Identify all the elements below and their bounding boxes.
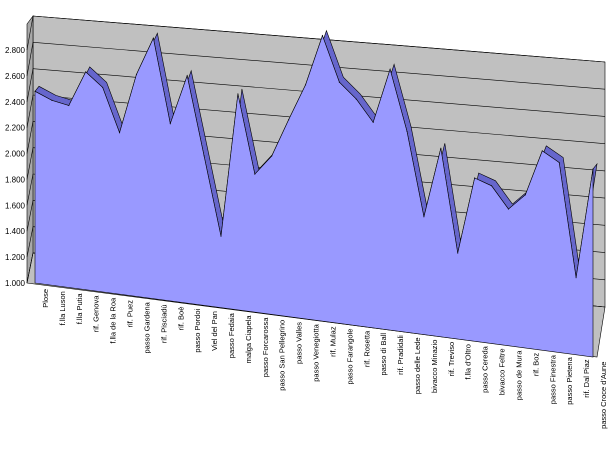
data-point-7 <box>135 73 138 76</box>
y-tick-label: 1.000 <box>5 279 26 288</box>
data-point-20 <box>355 98 357 100</box>
data-point-12 <box>220 235 222 237</box>
data-point-11 <box>203 155 205 157</box>
y-tick-label: 2.800 <box>5 46 26 55</box>
y-tick-label: 1.600 <box>5 201 26 210</box>
x-tick-label: passo Pietena <box>565 356 574 404</box>
gridline-side <box>26 173 34 206</box>
x-tick-label: f.lla Luson <box>58 291 67 325</box>
data-point-14 <box>254 173 256 175</box>
x-tick-label: malga Ciapela <box>244 315 253 364</box>
data-point-29 <box>507 208 510 210</box>
gridline-side <box>26 226 34 258</box>
y-axis-ticks: 1.000 1.200 1.400 1.600 1.800 2.000 2.200 2.400… <box>5 46 26 288</box>
y-tick-label: 1.800 <box>5 175 26 184</box>
x-tick-label: passo Gardena <box>142 301 151 353</box>
x-tick-label: f.lla de la Roa <box>109 297 118 344</box>
x-tick-label: rif. Boz <box>531 353 540 377</box>
y-tick-label: 2.400 <box>5 98 26 107</box>
x-tick-label: rif. Genova <box>92 295 101 333</box>
data-point-23 <box>406 130 408 133</box>
data-point-16 <box>288 119 290 121</box>
y-tick-label: 1.200 <box>5 253 26 262</box>
gridline-side <box>26 68 34 102</box>
x-axis-ticks: Plose f.lla Luson f.lla Putia rif. Genova f.… <box>41 289 608 429</box>
data-point-9 <box>169 123 171 125</box>
x-tick-label: rif. Dal Piaz <box>582 359 591 398</box>
data-point-34 <box>592 168 594 170</box>
x-tick-label: passo di Ball <box>379 333 388 376</box>
gridline <box>32 15 606 63</box>
x-tick-label: passo Croce d'Aune <box>599 362 608 429</box>
x-tick-label: rif. Pisciadù <box>159 304 168 343</box>
gridline-side <box>26 94 34 128</box>
data-point-33 <box>575 277 577 279</box>
x-tick-label: rif. Rosetta <box>362 330 371 367</box>
x-tick-label: Viel del Pan <box>210 311 219 351</box>
x-tick-label: passo Finestra <box>548 354 557 404</box>
x-tick-label: bivacco Feltre <box>498 348 507 395</box>
data-point-3 <box>68 104 70 107</box>
gridline-side <box>26 42 34 76</box>
x-tick-label: rif. Puez <box>126 300 135 328</box>
data-point-2 <box>51 99 53 101</box>
data-point-31 <box>541 150 543 152</box>
data-point-21 <box>372 121 374 123</box>
data-point-18 <box>321 35 324 37</box>
data-point-22 <box>389 68 391 70</box>
x-tick-label: f.lla d'Oltro <box>464 344 473 380</box>
data-point-5 <box>102 86 104 89</box>
x-tick-label: rif. Mulaz <box>328 326 337 357</box>
data-point-25 <box>440 147 442 149</box>
x-tick-label: rif. Treviso <box>447 342 456 377</box>
x-tick-label: passo Valles <box>295 322 304 364</box>
data-point-10 <box>186 75 188 77</box>
x-tick-label: passo San Pellegrino <box>278 320 287 391</box>
x-tick-label: bivacco Minazio <box>430 340 439 393</box>
y-tick-label: 2.000 <box>5 150 26 159</box>
data-point-28 <box>490 185 493 187</box>
data-point-17 <box>304 84 307 86</box>
x-tick-label: passo Forcarossa <box>261 317 270 377</box>
data-point-4 <box>85 71 87 73</box>
gridline-side <box>26 200 34 232</box>
y-tick-label: 2.200 <box>5 124 26 133</box>
data-point-6 <box>118 132 121 134</box>
gridline-side <box>26 252 34 284</box>
x-tick-label: f.lla Putia <box>75 293 84 325</box>
data-point-15 <box>271 155 273 157</box>
data-point-30 <box>524 194 526 196</box>
data-point-24 <box>423 216 425 218</box>
data-point-13 <box>237 93 239 95</box>
x-tick-label: passo de Mura <box>514 350 523 400</box>
x-tick-label: passo delle Lede <box>413 337 422 394</box>
x-tick-label: passo Pordoi <box>193 308 202 352</box>
gridline-side <box>26 147 34 180</box>
x-tick-label: passo Fedaia <box>227 312 236 358</box>
y-tick-label: 1.400 <box>5 227 26 236</box>
data-point-1 <box>34 90 36 92</box>
data-point-27 <box>474 177 476 179</box>
x-tick-label: passo Venegiotta <box>312 323 321 381</box>
x-tick-label: rif. Boè <box>176 307 185 331</box>
data-point-19 <box>338 81 340 83</box>
data-area <box>34 29 598 358</box>
gridline-side <box>26 15 34 51</box>
y-tick-label: 2.600 <box>5 72 26 81</box>
x-tick-label: passo Farangole <box>345 329 354 385</box>
data-point-32 <box>558 161 560 164</box>
data-point-26 <box>457 252 459 254</box>
data-point-8 <box>152 37 154 39</box>
x-tick-label: passo Cereda <box>481 345 490 393</box>
gridline-side <box>26 121 34 154</box>
x-tick-label: rif. Pradidali <box>396 335 405 375</box>
x-tick-label: Plose <box>41 289 50 308</box>
